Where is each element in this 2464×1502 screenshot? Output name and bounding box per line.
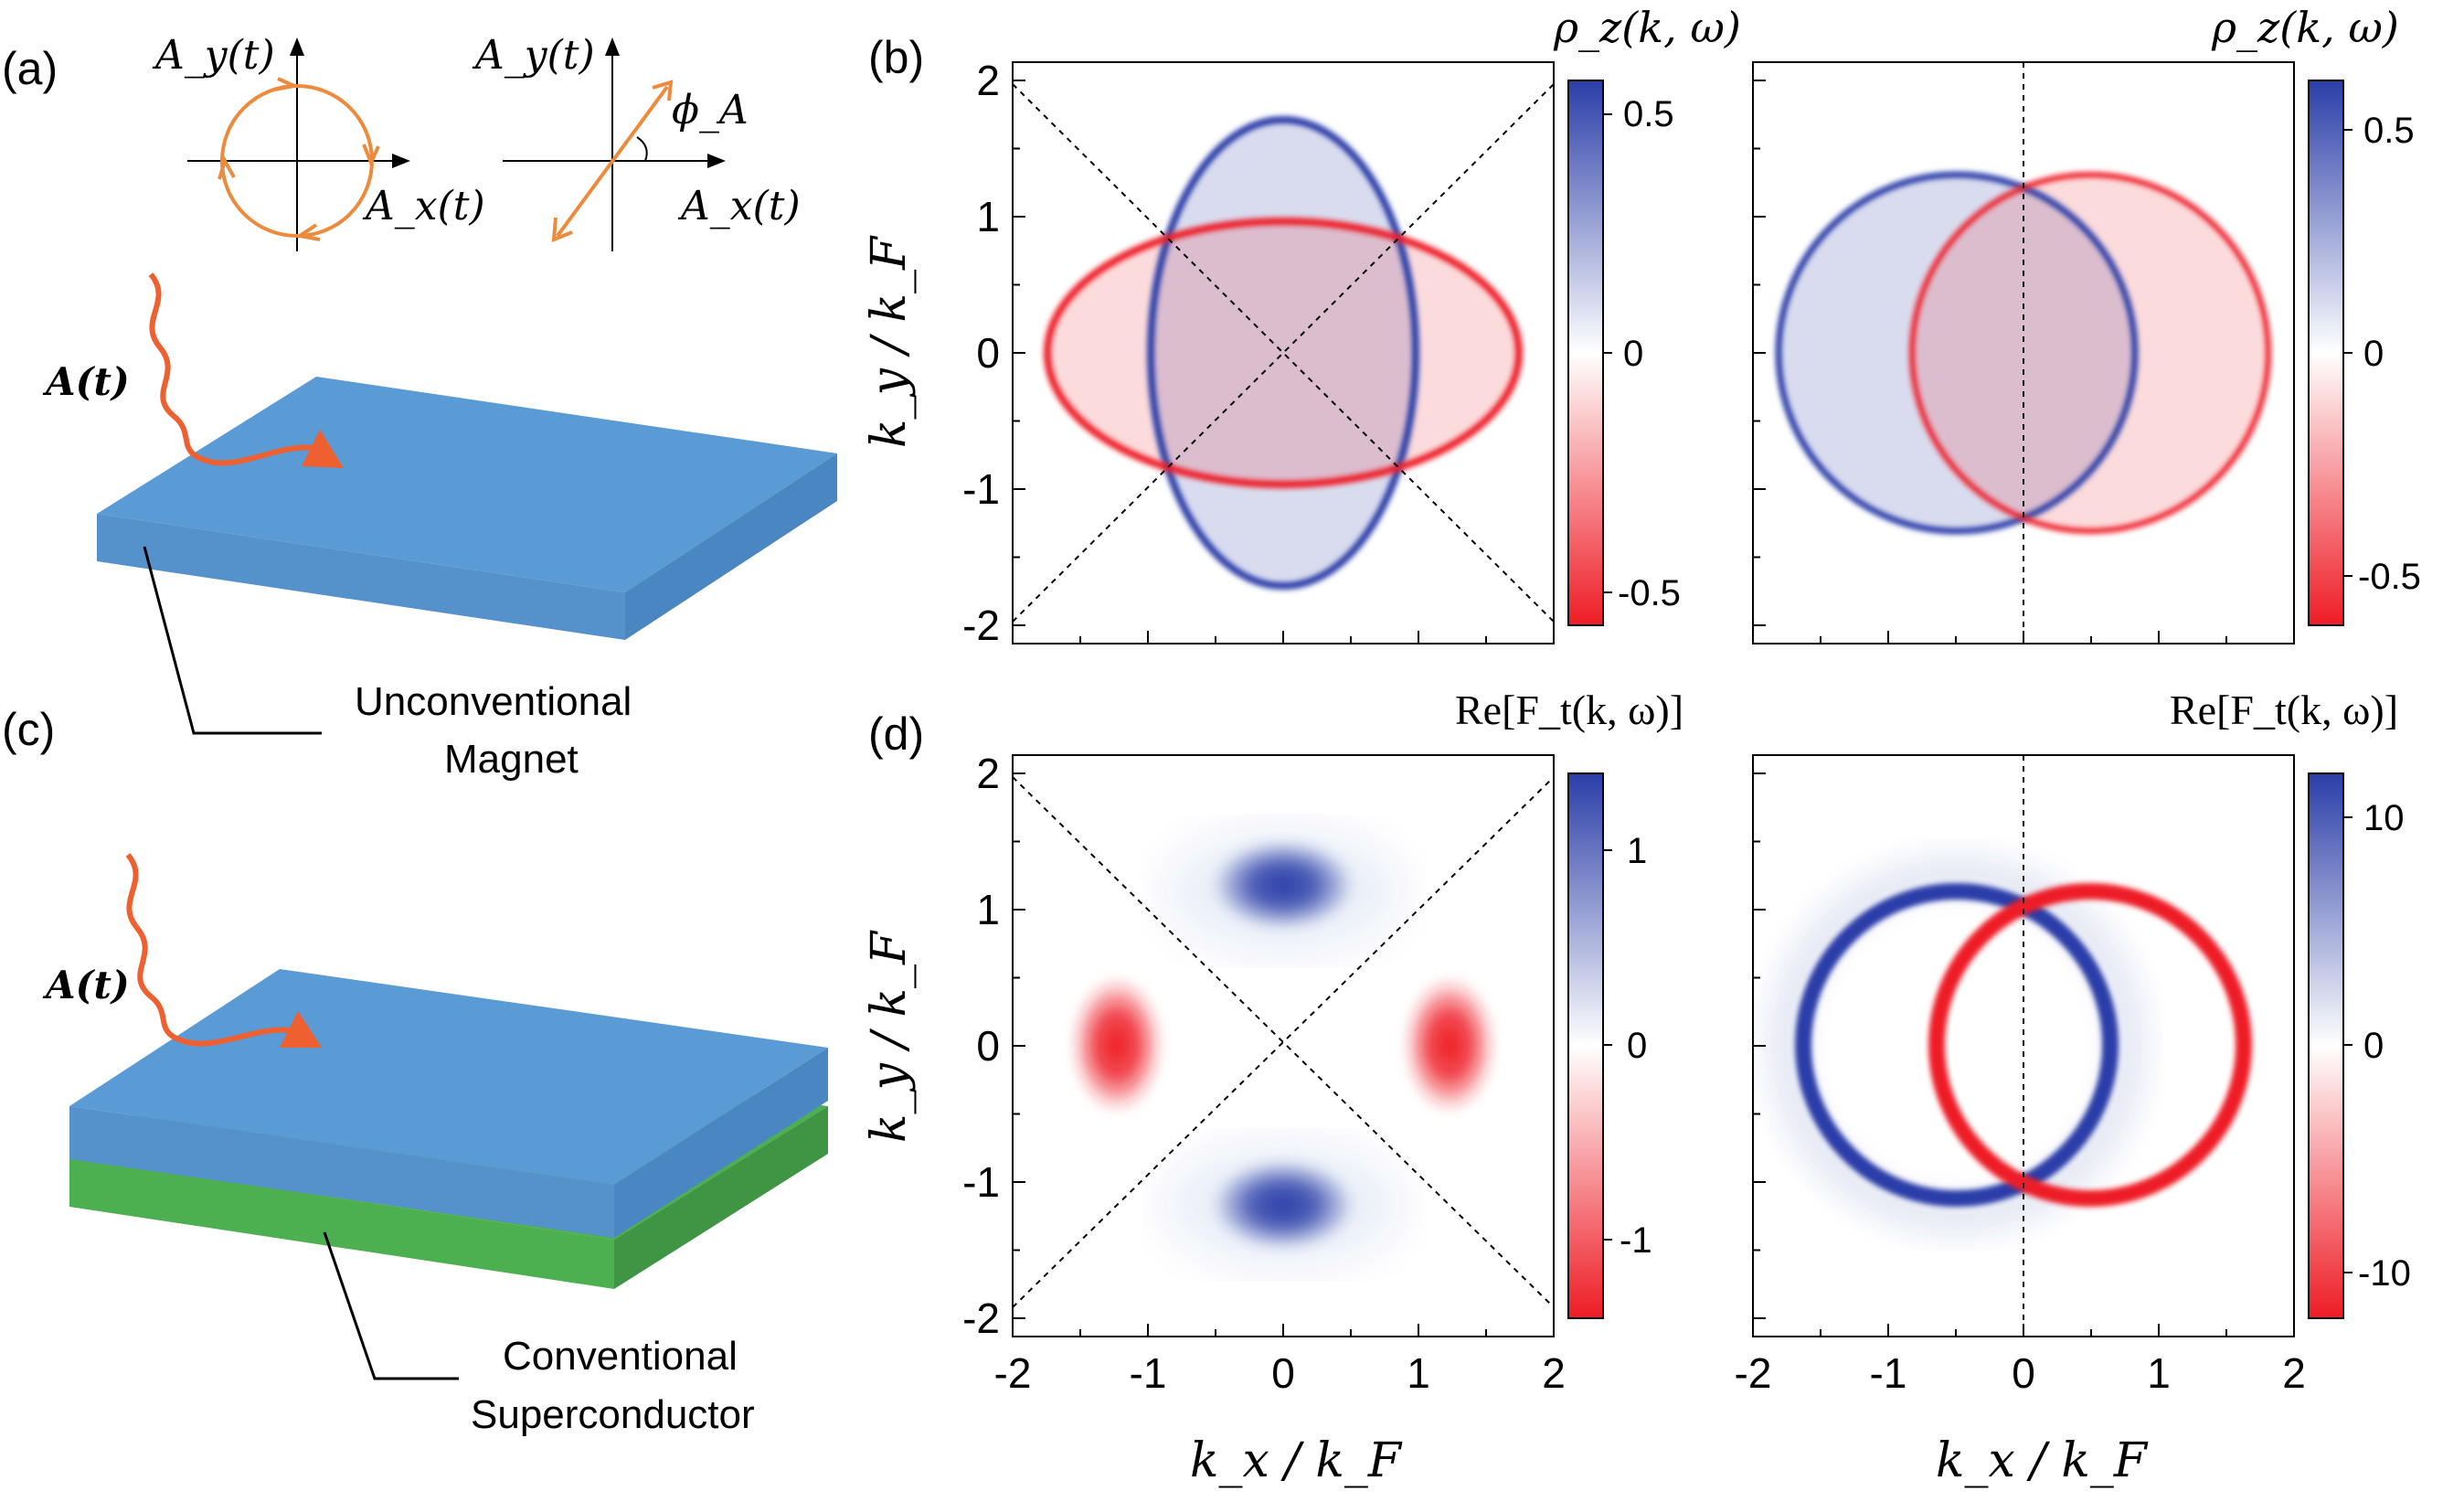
red-lobe-left bbox=[1071, 977, 1163, 1113]
ylabel-b: k_y / k_F bbox=[862, 235, 917, 448]
cb-br-tick-1: 0 bbox=[2363, 334, 2384, 374]
blue-ring bbox=[1795, 883, 2119, 1207]
device-label-c-line2: Superconductor bbox=[471, 1392, 755, 1437]
blue-ellipse-fill bbox=[1151, 120, 1416, 586]
linear-polarization-arrow bbox=[556, 85, 669, 238]
ytick-label-bl: -1 bbox=[962, 465, 1000, 513]
red-ring bbox=[1928, 883, 2252, 1207]
cb-dr-tick-2: -10 bbox=[2358, 1253, 2411, 1294]
colorbar-title-b-left: ρ_z(k, ω) bbox=[1553, 3, 1741, 52]
ytick-label-bl: 0 bbox=[976, 329, 1000, 377]
device-label-a-line1: Unconventional bbox=[355, 679, 632, 724]
ytick-label-dl: -1 bbox=[962, 1158, 1000, 1206]
colorbar-title-b-right: ρ_z(k, ω) bbox=[2211, 3, 2399, 52]
ytick-label-dl: 2 bbox=[976, 750, 1000, 797]
red-circle bbox=[1909, 172, 2271, 534]
field-label-a: A(t) bbox=[42, 359, 130, 404]
blue-circle-fill bbox=[1779, 175, 2135, 531]
panel-label-b: (b) bbox=[868, 32, 924, 83]
angle-label: ϕ_A bbox=[672, 87, 749, 133]
cb-dl-tick-1: 0 bbox=[1627, 1026, 1647, 1066]
blue-lobe-top bbox=[1212, 839, 1354, 931]
xtick-label-dl: 0 bbox=[1271, 1349, 1295, 1397]
xtick-label-dl: -1 bbox=[1130, 1349, 1167, 1397]
superconductor-bilayer bbox=[69, 969, 828, 1289]
blue-ring-halo bbox=[1767, 855, 2147, 1235]
colorbar-d-left: 1 0 -1 bbox=[1567, 772, 1652, 1319]
cb-br-tick-0: 0.5 bbox=[2363, 111, 2415, 151]
xtick-label-dr: 1 bbox=[2147, 1349, 2171, 1397]
ytick-label-dl: -2 bbox=[962, 1294, 1000, 1342]
blue-lobe-bottom bbox=[1212, 1159, 1354, 1251]
cb-dr-tick-1: 0 bbox=[2363, 1026, 2384, 1066]
plot-b-left bbox=[1012, 61, 1555, 644]
linear-ay-label: A_y(t) bbox=[472, 32, 595, 79]
device-label-c-line1: Conventional bbox=[503, 1334, 738, 1379]
xtick-label-dl: 1 bbox=[1407, 1349, 1430, 1397]
ytick-label-bl: 1 bbox=[976, 193, 1000, 240]
colorbar-b-left: 0.5 0 -0.5 bbox=[1567, 80, 1681, 626]
red-ellipse-fill bbox=[1047, 221, 1519, 485]
circular-polarization-diagram: A_y(t) A_x(t) bbox=[152, 32, 485, 251]
linear-ax-label: A_x(t) bbox=[677, 183, 801, 229]
leader-line-a bbox=[143, 546, 322, 735]
incident-light-arrow-a bbox=[148, 272, 344, 468]
colorbar-title-d-right: Re[F_t(k, ω)] bbox=[2170, 687, 2398, 733]
red-lobe-right bbox=[1404, 977, 1495, 1113]
panel-label-d: (d) bbox=[868, 708, 924, 760]
cb-bl-tick-0: 0.5 bbox=[1623, 94, 1674, 134]
incident-light-arrow-c bbox=[125, 853, 322, 1048]
cb-br-tick-2: -0.5 bbox=[2358, 557, 2421, 597]
cb-bl-tick-2: -0.5 bbox=[1618, 573, 1681, 613]
xlabel-d-left: k_x / k_F bbox=[1190, 1433, 1403, 1488]
ytick-label-dl: 0 bbox=[976, 1022, 1000, 1070]
xtick-label-dr: -1 bbox=[1870, 1349, 1907, 1397]
ytick-label-bl: -2 bbox=[962, 602, 1000, 649]
circular-ax-label: A_x(t) bbox=[362, 183, 485, 229]
ytick-label-dl: 1 bbox=[976, 886, 1000, 933]
xtick-label-dr: 0 bbox=[2012, 1349, 2035, 1397]
linear-polarization-diagram: A_y(t) A_x(t) ϕ_A bbox=[472, 32, 801, 251]
xtick-label-dr: -2 bbox=[1735, 1349, 1772, 1397]
cb-dr-tick-0: 10 bbox=[2363, 798, 2405, 838]
cb-bl-tick-1: 0 bbox=[1623, 334, 1643, 374]
colorbar-b-right: 0.5 0 -0.5 bbox=[2308, 80, 2421, 626]
blue-circle bbox=[1775, 171, 2139, 535]
field-label-c: A(t) bbox=[42, 963, 130, 1007]
axis-ticks: -2 -1 0 1 2 -2 -2 -1 -1 0 0 1 1 2 2 -2 -1 0 1 2 bbox=[962, 57, 2306, 1397]
red-ellipse bbox=[1044, 218, 1523, 488]
panel-label-c: (c) bbox=[2, 704, 55, 755]
colorbar-title-d-left: Re[F_t(k, ω)] bbox=[1455, 687, 1683, 733]
leader-line-c bbox=[323, 1231, 459, 1380]
ytick-label-bl: 2 bbox=[976, 57, 1000, 104]
colorbar-d-right: 10 0 -10 bbox=[2308, 772, 2411, 1319]
red-circle-fill bbox=[1912, 175, 2268, 531]
xtick-label-dl: -2 bbox=[994, 1349, 1032, 1397]
plot-d-right bbox=[1752, 754, 2295, 1337]
xtick-label-dl: 2 bbox=[1542, 1349, 1566, 1397]
blue-ellipse bbox=[1147, 116, 1419, 590]
ylabel-d: k_y / k_F bbox=[862, 930, 917, 1143]
plot-d-left bbox=[1012, 754, 1555, 1337]
panel-label-a: (a) bbox=[2, 43, 58, 94]
cb-dl-tick-2: -1 bbox=[1620, 1220, 1652, 1261]
xtick-label-dr: 2 bbox=[2282, 1349, 2306, 1397]
unconventional-magnet-slab bbox=[97, 377, 837, 640]
circular-ay-label: A_y(t) bbox=[152, 32, 275, 79]
device-label-a-line2: Magnet bbox=[444, 737, 579, 782]
plot-b-right bbox=[1752, 61, 2295, 644]
cb-dl-tick-0: 1 bbox=[1627, 831, 1647, 871]
xlabel-d-right: k_x / k_F bbox=[1936, 1433, 2149, 1488]
